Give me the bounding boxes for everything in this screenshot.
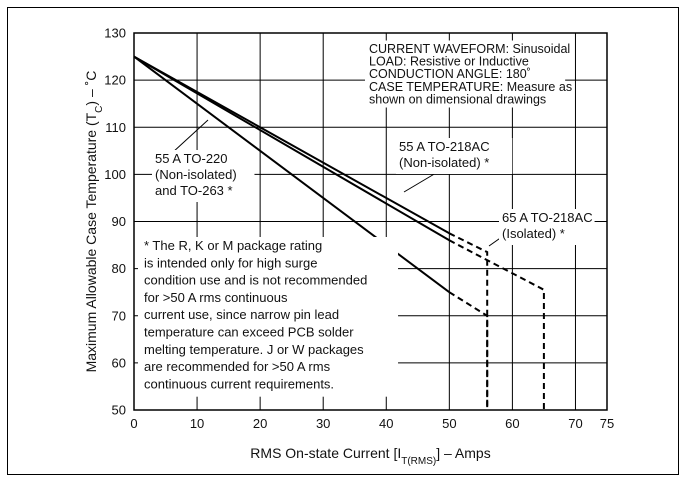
annotation-background [152, 150, 255, 202]
annotation-line: condition use and is not recommended [144, 273, 367, 288]
annotation-line: (Non-isolated) [155, 167, 237, 182]
series-2-dashed-line [448, 232, 489, 410]
annotation-line: * The R, K or M package rating [144, 238, 322, 253]
y-tick-label: 100 [104, 167, 126, 182]
leader-to218-nonisolated [403, 172, 437, 193]
footnote-annotation: * The R, K or M package rating is intende… [138, 237, 399, 397]
annotation-line: (Non-isolated) * [399, 155, 489, 170]
series-1-dashed-line [448, 291, 489, 410]
annotation-line: 55 A TO-218AC [399, 139, 490, 154]
label-to220: 55 A TO-220(Non-isolated)and TO-263 * [152, 150, 255, 202]
x-tick-label: 10 [190, 416, 204, 431]
x-tick-label: 40 [379, 416, 393, 431]
annotation-line: CONDUCTION ANGLE: 180˚ [369, 67, 531, 81]
annotation-line: CURRENT WAVEFORM: Sinusoidal [369, 42, 570, 56]
y-tick-label: 120 [104, 73, 126, 88]
x-tick-label: 75 [600, 416, 614, 431]
annotation-line: temperature can exceed PCB solder [144, 325, 354, 340]
y-tick-labels: 50 60 70 80 90 100 110 120 130 [104, 26, 126, 418]
annotation-background [138, 237, 399, 397]
annotation-line: 65 A TO-218AC [502, 210, 593, 225]
x-tick-labels: 0 10 20 30 40 50 60 70 75 [130, 416, 614, 431]
annotation-background [499, 209, 595, 245]
annotation-background [365, 40, 566, 108]
annotation-line: melting temperature. J or W packages [144, 342, 364, 357]
x-tick-label: 20 [253, 416, 267, 431]
annotation-line: LOAD: Resistive or Inductive [369, 55, 529, 69]
annotation-line: current use, since narrow pin lead [144, 307, 339, 322]
y-tick-label: 50 [112, 403, 126, 418]
x-axis-label: RMS On-state Current [IT(RMS)] – Amps [250, 445, 490, 467]
x-tick-label: 60 [505, 416, 519, 431]
series-3-dashed-line [448, 239, 545, 410]
y-axis-label: Maximum Allowable Case Temperature (TC) … [83, 71, 105, 373]
y-tick-label: 80 [112, 261, 126, 276]
y-tick-label: 130 [104, 26, 126, 41]
annotation-line: 55 A TO-220 [155, 151, 228, 166]
leader-to220 [171, 119, 209, 154]
y-tick-label: 110 [105, 120, 126, 135]
series-2-line [133, 55, 450, 235]
annotation-line: CASE TEMPERATURE: Measure as [369, 80, 572, 94]
x-tick-label: 30 [316, 416, 330, 431]
series-3-line [133, 55, 450, 242]
y-tick-label: 60 [112, 355, 126, 370]
annotation-line: are recommended for >50 A rms [144, 359, 331, 374]
annotation-background [396, 138, 513, 174]
annotation-line: continuous current requirements. [144, 376, 334, 391]
figure-frame [7, 7, 679, 475]
x-tick-label: 70 [568, 416, 582, 431]
annotation-line: for >50 A rms continuous [144, 290, 288, 305]
x-tick-label: 50 [442, 416, 456, 431]
annotation-line: shown on dimensional drawings [369, 92, 546, 106]
y-tick-label: 90 [112, 214, 126, 229]
label-to218-isolated: 65 A TO-218AC(Isolated) * [499, 209, 595, 245]
annotation-line: (Isolated) * [502, 226, 565, 241]
x-tick-label: 0 [130, 416, 137, 431]
annotation-line: and TO-263 * [155, 183, 233, 198]
label-to218-nonisolated: 55 A TO-218AC(Non-isolated) * [396, 138, 513, 174]
annotation-line: is intended only for high surge [144, 255, 317, 270]
plot-border [133, 32, 608, 411]
y-tick-label: 70 [112, 308, 126, 323]
